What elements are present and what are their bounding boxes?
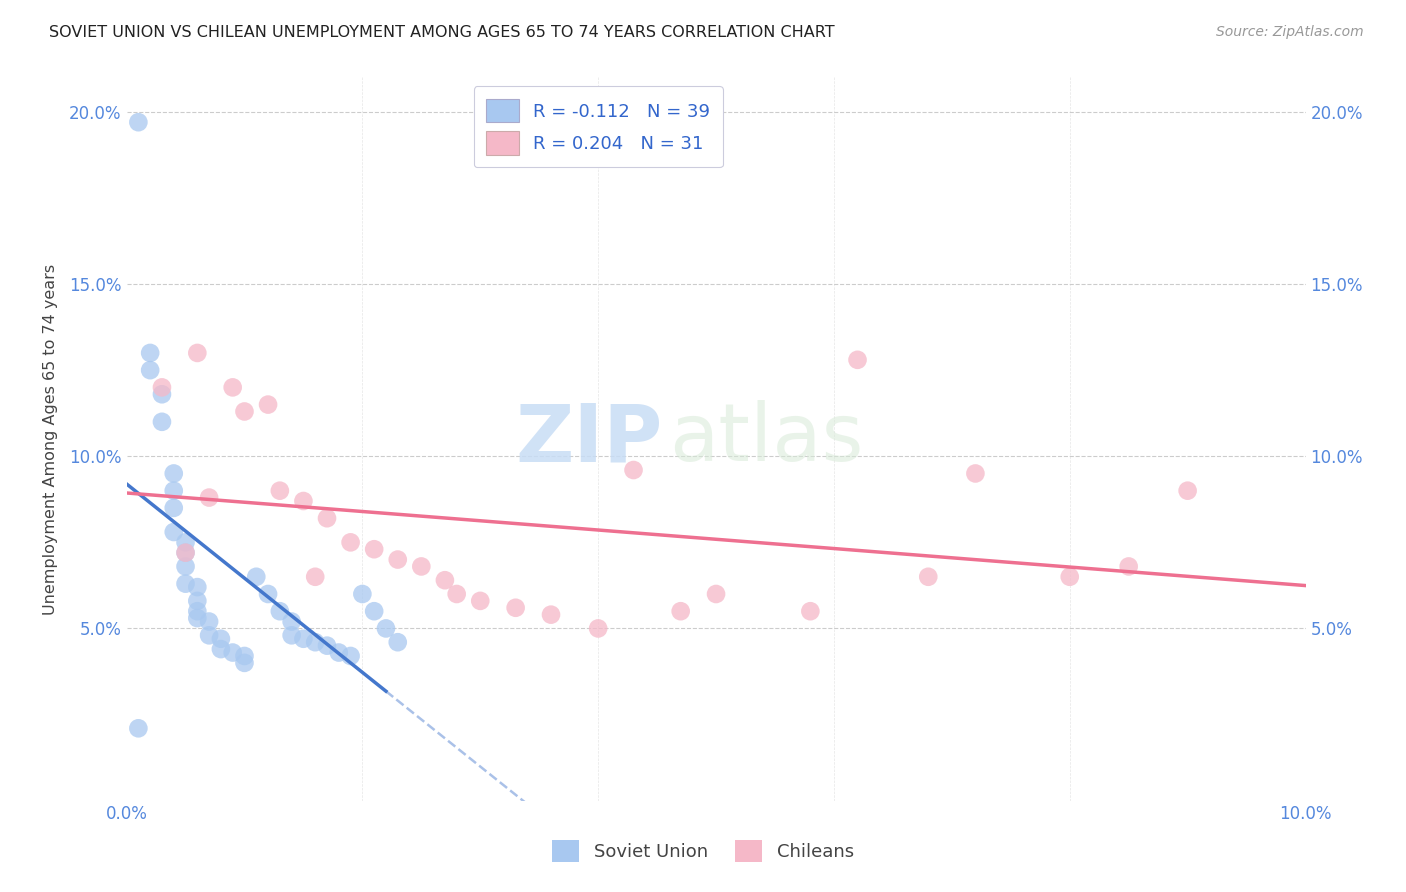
- Point: [186, 611, 208, 625]
- Text: atlas: atlas: [669, 400, 863, 478]
- Point: [316, 639, 339, 653]
- Point: [174, 576, 197, 591]
- Point: [174, 546, 197, 560]
- Legend: Soviet Union, Chileans: Soviet Union, Chileans: [546, 833, 860, 870]
- Point: [186, 594, 208, 608]
- Point: [257, 587, 280, 601]
- Point: [375, 622, 398, 636]
- Point: [209, 642, 232, 657]
- Point: [316, 511, 339, 525]
- Point: [280, 628, 302, 642]
- Point: [186, 604, 208, 618]
- Point: [363, 542, 385, 557]
- Point: [233, 656, 256, 670]
- Point: [846, 352, 869, 367]
- Point: [269, 483, 291, 498]
- Text: SOVIET UNION VS CHILEAN UNEMPLOYMENT AMONG AGES 65 TO 74 YEARS CORRELATION CHART: SOVIET UNION VS CHILEAN UNEMPLOYMENT AMO…: [49, 25, 835, 40]
- Point: [198, 491, 221, 505]
- Point: [174, 546, 197, 560]
- Point: [411, 559, 433, 574]
- Point: [269, 604, 291, 618]
- Point: [470, 594, 492, 608]
- Point: [292, 494, 315, 508]
- Point: [446, 587, 468, 601]
- Point: [127, 721, 149, 735]
- Point: [139, 363, 162, 377]
- Point: [339, 535, 361, 549]
- Point: [280, 615, 302, 629]
- Point: [704, 587, 727, 601]
- Point: [586, 622, 609, 636]
- Point: [163, 467, 186, 481]
- Point: [505, 600, 527, 615]
- Point: [352, 587, 374, 601]
- Point: [339, 648, 361, 663]
- Point: [1177, 483, 1199, 498]
- Point: [304, 570, 326, 584]
- Point: [163, 500, 186, 515]
- Point: [186, 580, 208, 594]
- Point: [127, 115, 149, 129]
- Point: [387, 635, 409, 649]
- Point: [233, 648, 256, 663]
- Point: [363, 604, 385, 618]
- Point: [799, 604, 821, 618]
- Point: [198, 615, 221, 629]
- Point: [965, 467, 987, 481]
- Point: [150, 380, 173, 394]
- Point: [222, 380, 245, 394]
- Point: [669, 604, 692, 618]
- Point: [222, 646, 245, 660]
- Point: [1118, 559, 1140, 574]
- Point: [139, 346, 162, 360]
- Point: [1059, 570, 1081, 584]
- Point: [328, 646, 350, 660]
- Point: [198, 628, 221, 642]
- Point: [292, 632, 315, 646]
- Point: [540, 607, 562, 622]
- Point: [433, 573, 456, 587]
- Point: [150, 415, 173, 429]
- Point: [245, 570, 267, 584]
- Y-axis label: Unemployment Among Ages 65 to 74 years: Unemployment Among Ages 65 to 74 years: [44, 263, 58, 615]
- Point: [623, 463, 645, 477]
- Point: [186, 346, 208, 360]
- Point: [163, 524, 186, 539]
- Point: [257, 398, 280, 412]
- Point: [917, 570, 939, 584]
- Point: [304, 635, 326, 649]
- Text: Source: ZipAtlas.com: Source: ZipAtlas.com: [1216, 25, 1364, 39]
- Point: [209, 632, 232, 646]
- Point: [233, 404, 256, 418]
- Point: [163, 483, 186, 498]
- Point: [387, 552, 409, 566]
- Point: [174, 559, 197, 574]
- Legend: R = -0.112   N = 39, R = 0.204   N = 31: R = -0.112 N = 39, R = 0.204 N = 31: [474, 87, 723, 167]
- Point: [150, 387, 173, 401]
- Text: ZIP: ZIP: [516, 400, 664, 478]
- Point: [174, 535, 197, 549]
